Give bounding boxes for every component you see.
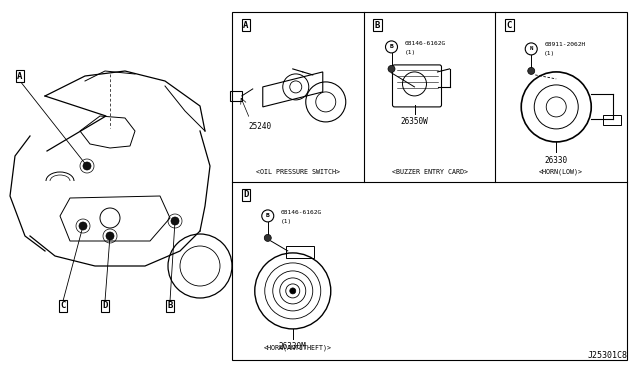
Circle shape [83,162,91,170]
Text: <BUZZER ENTRY CARD>: <BUZZER ENTRY CARD> [392,169,467,175]
Circle shape [106,232,114,240]
Text: 26330M: 26330M [279,342,307,352]
Text: <HORN(ANTITHEFT)>: <HORN(ANTITHEFT)> [264,345,332,351]
Text: J25301C8: J25301C8 [588,351,628,360]
Text: N: N [530,46,533,51]
Text: B: B [390,44,394,49]
Bar [230,91,242,101]
Circle shape [171,217,179,225]
Text: (1): (1) [544,51,556,57]
Circle shape [528,67,535,74]
Bar [286,246,314,258]
Bar [604,115,621,125]
Text: 26350W: 26350W [401,118,428,126]
Text: A: A [17,71,22,80]
Text: C: C [507,20,512,29]
Text: (1): (1) [404,51,416,55]
Text: B: B [266,214,269,218]
Text: (1): (1) [281,219,292,224]
Text: D: D [102,301,108,311]
Circle shape [388,65,395,73]
Circle shape [290,288,296,294]
Text: 25240: 25240 [248,122,271,131]
Text: B: B [375,20,380,29]
Text: D: D [243,190,249,199]
Text: <HORN(LOW)>: <HORN(LOW)> [540,169,583,175]
Text: B: B [167,301,173,311]
Text: <OIL PRESSURE SWITCH>: <OIL PRESSURE SWITCH> [256,169,340,175]
Text: 08146-6162G: 08146-6162G [404,41,445,46]
Bar [232,12,627,360]
Circle shape [264,234,271,241]
Text: C: C [60,301,66,311]
Text: A: A [243,20,249,29]
Text: 26330: 26330 [545,156,568,166]
Text: 08911-2062H: 08911-2062H [544,42,586,47]
Circle shape [79,222,87,230]
Text: 08146-6162G: 08146-6162G [281,211,322,215]
